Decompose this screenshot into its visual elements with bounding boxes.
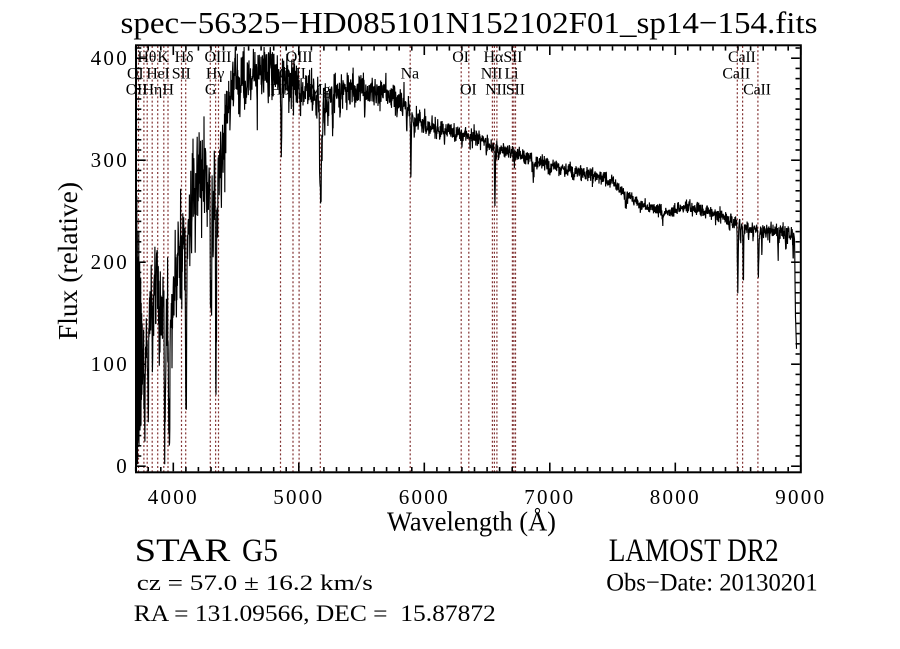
svg-text:Na: Na [401,65,419,82]
svg-text:SII: SII [172,65,191,82]
svg-text:7000: 7000 [524,485,575,509]
svg-text:STAR: STAR [135,533,231,569]
svg-text:Hβ: Hβ [270,81,289,98]
svg-text:HeI: HeI [146,65,169,82]
svg-text:cz = 57.0 ± 16.2 km/s: cz = 57.0 ± 16.2 km/s [137,570,373,595]
svg-text:300: 300 [91,148,129,172]
svg-text:Hθ: Hθ [137,49,156,66]
svg-text:NII: NII [485,81,507,98]
svg-text:8000: 8000 [650,485,701,509]
svg-text:OI: OI [460,81,476,98]
svg-text:LAMOST DR2: LAMOST DR2 [609,533,779,569]
svg-text:5000: 5000 [273,485,324,509]
svg-text:G5: G5 [242,533,278,569]
svg-text:OIII: OIII [279,65,306,82]
svg-text:Hη: Hη [143,81,163,98]
svg-text:spec−56325−HD085101N152102F01_: spec−56325−HD085101N152102F01_sp14−154.f… [121,5,818,40]
svg-text:200: 200 [91,250,129,274]
svg-text:SII: SII [503,49,522,66]
svg-text:400: 400 [91,46,129,70]
svg-text:Li: Li [504,65,519,82]
svg-text:G: G [205,81,217,98]
svg-text:0: 0 [116,454,129,478]
svg-text:Hγ: Hγ [206,65,224,82]
svg-text:CaII: CaII [722,65,750,82]
svg-text:Wavelength (Å): Wavelength (Å) [387,507,556,537]
svg-text:Mg: Mg [309,81,331,98]
svg-text:SII: SII [506,81,525,98]
svg-text:100: 100 [91,352,129,376]
svg-text:RA = 131.09566, DEC = 15.8787: RA = 131.09566, DEC = 15.87872 [134,601,496,626]
svg-text:H: H [162,81,174,98]
svg-text:Flux (relative): Flux (relative) [53,182,83,340]
svg-text:OII: OII [126,81,148,98]
svg-text:OIII: OIII [205,49,232,66]
svg-text:OIII: OIII [286,49,313,66]
svg-text:4000: 4000 [148,485,199,509]
svg-text:9000: 9000 [775,485,826,509]
svg-text:OI: OI [452,49,468,66]
svg-text:6000: 6000 [399,485,450,509]
svg-text:NII: NII [481,65,503,82]
svg-text:OI: OI [127,65,143,82]
svg-text:CaII: CaII [743,81,771,98]
svg-text:Hδ: Hδ [175,49,194,66]
svg-text:K: K [157,49,169,66]
svg-text:CaII: CaII [728,49,756,66]
svg-text:Obs−Date: 20130201: Obs−Date: 20130201 [606,570,818,597]
svg-text:Hα: Hα [484,49,504,66]
